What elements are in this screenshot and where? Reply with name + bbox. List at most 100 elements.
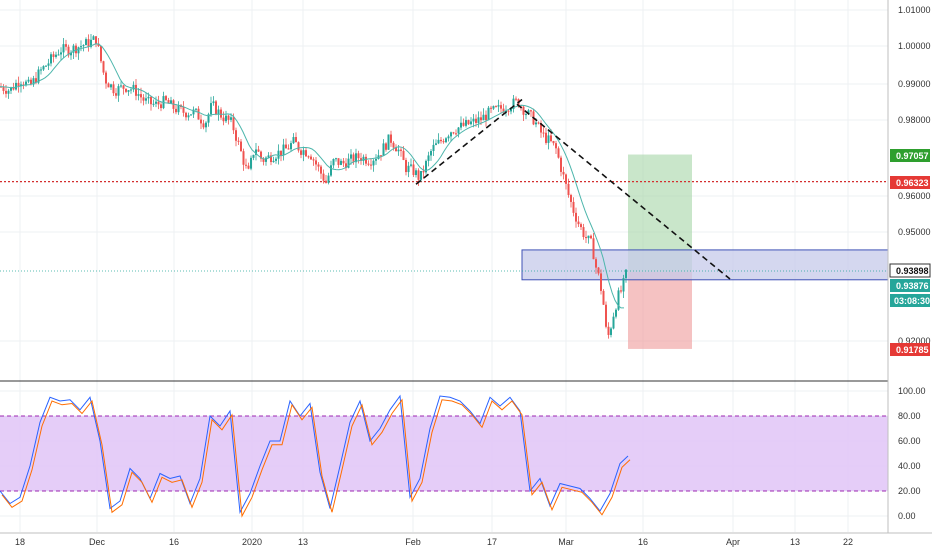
candle-body: [52, 54, 55, 57]
candle-body: [135, 84, 137, 96]
candle-body: [410, 164, 412, 166]
candle-body: [565, 174, 567, 184]
trendline-down[interactable]: [516, 103, 731, 280]
candle-body: [440, 139, 442, 142]
entry-price-badge: 0.93876: [890, 279, 930, 292]
candle-body: [177, 105, 180, 113]
candle-body: [412, 164, 415, 175]
candle-body: [187, 115, 190, 118]
time-tick-label: 2020: [242, 537, 262, 547]
candle-body: [85, 39, 87, 46]
candle-body: [575, 212, 577, 222]
time-tick-label: 22: [843, 537, 853, 547]
candle-body: [227, 115, 230, 120]
candle-body: [35, 78, 37, 83]
candle-body: [37, 69, 40, 83]
candle-body: [65, 44, 67, 47]
candle-body: [197, 108, 200, 120]
candle-body: [115, 93, 117, 96]
candle-body: [250, 157, 252, 169]
candle-body: [452, 132, 455, 134]
candle-body: [205, 122, 207, 128]
candle-body: [282, 144, 285, 156]
candle-body: [555, 143, 557, 149]
candle-body: [372, 160, 375, 166]
candle-body: [572, 201, 575, 213]
candle-body: [262, 158, 265, 162]
price-axis[interactable]: 1.01000 1.00000 0.99000 0.98000 0.96000 0.950…: [898, 5, 931, 346]
candle-body: [570, 194, 572, 202]
candle-body: [252, 154, 255, 158]
oscillator-tick-label: 100.00: [898, 386, 926, 396]
candle-body: [397, 149, 400, 152]
candle-body: [422, 170, 425, 173]
candle-body: [312, 159, 315, 161]
candle-body: [335, 158, 337, 160]
trendline-up[interactable]: [415, 98, 523, 185]
time-tick-label: 18: [15, 537, 25, 547]
candle-body: [7, 90, 10, 94]
candle-body: [382, 143, 385, 156]
candle-body: [182, 107, 185, 113]
candle-body: [245, 164, 247, 166]
candle-body: [320, 166, 322, 174]
loss-zone[interactable]: [628, 271, 692, 349]
candle-body: [612, 316, 615, 329]
candle-body: [427, 155, 430, 161]
candle-body: [577, 221, 580, 225]
candle-body: [242, 151, 245, 165]
oscillator-line-d: [1, 398, 631, 518]
candle-body: [345, 163, 347, 168]
candle-body: [167, 99, 170, 104]
candle-body: [155, 101, 157, 104]
candle-body: [385, 143, 387, 150]
candle-body: [285, 144, 287, 149]
candle-body: [465, 120, 467, 126]
candle-body: [290, 143, 292, 150]
candle-body: [70, 52, 72, 56]
time-tick-label: Apr: [726, 537, 740, 547]
candle-body: [292, 137, 295, 144]
candle-body: [472, 118, 475, 122]
candle-body: [207, 114, 210, 123]
candle-body: [442, 141, 445, 143]
candle-body: [97, 43, 100, 46]
candle-body: [400, 149, 402, 151]
oscillator-axis[interactable]: 100.00 80.00 60.00 40.00 20.00 0.00: [898, 386, 926, 521]
candle-body: [510, 109, 512, 112]
candle-body: [80, 46, 82, 48]
candle-body: [495, 106, 497, 108]
candle-body: [560, 157, 562, 172]
target-price-label: 0.97057: [896, 151, 929, 161]
candle-body: [605, 304, 607, 327]
stop-badge-bg: [890, 343, 930, 356]
candle-body: [477, 117, 480, 123]
candle-body: [67, 46, 70, 56]
candle-body: [105, 72, 107, 84]
candle-body: [617, 290, 620, 310]
candle-body: [152, 103, 155, 105]
candle-body: [120, 85, 122, 87]
candle-body: [60, 52, 62, 55]
price-tick-label: 1.01000: [898, 5, 931, 15]
candle-body: [107, 83, 110, 88]
candle-body: [507, 110, 510, 112]
support-box[interactable]: [521, 249, 889, 281]
candle-body: [130, 89, 132, 91]
candle-body: [160, 104, 162, 109]
candle-body: [20, 84, 22, 87]
candle-body: [47, 63, 50, 66]
candle-body: [247, 165, 250, 169]
candle-body: [395, 147, 397, 152]
candle-body: [100, 45, 102, 62]
oscillator-tick-label: 80.00: [898, 411, 921, 421]
entry-badge-bg: [890, 279, 930, 292]
time-axis[interactable]: 18 Dec 16 2020 13 Feb 17 Mar 16 Apr 13 22: [15, 537, 853, 547]
candle-body: [145, 98, 147, 101]
resistance-price-label: 0.96323: [896, 178, 929, 188]
time-tick-label: 16: [638, 537, 648, 547]
candle-body: [132, 84, 135, 90]
countdown-label: 03:08:30: [894, 296, 930, 306]
candle-body: [40, 69, 42, 71]
